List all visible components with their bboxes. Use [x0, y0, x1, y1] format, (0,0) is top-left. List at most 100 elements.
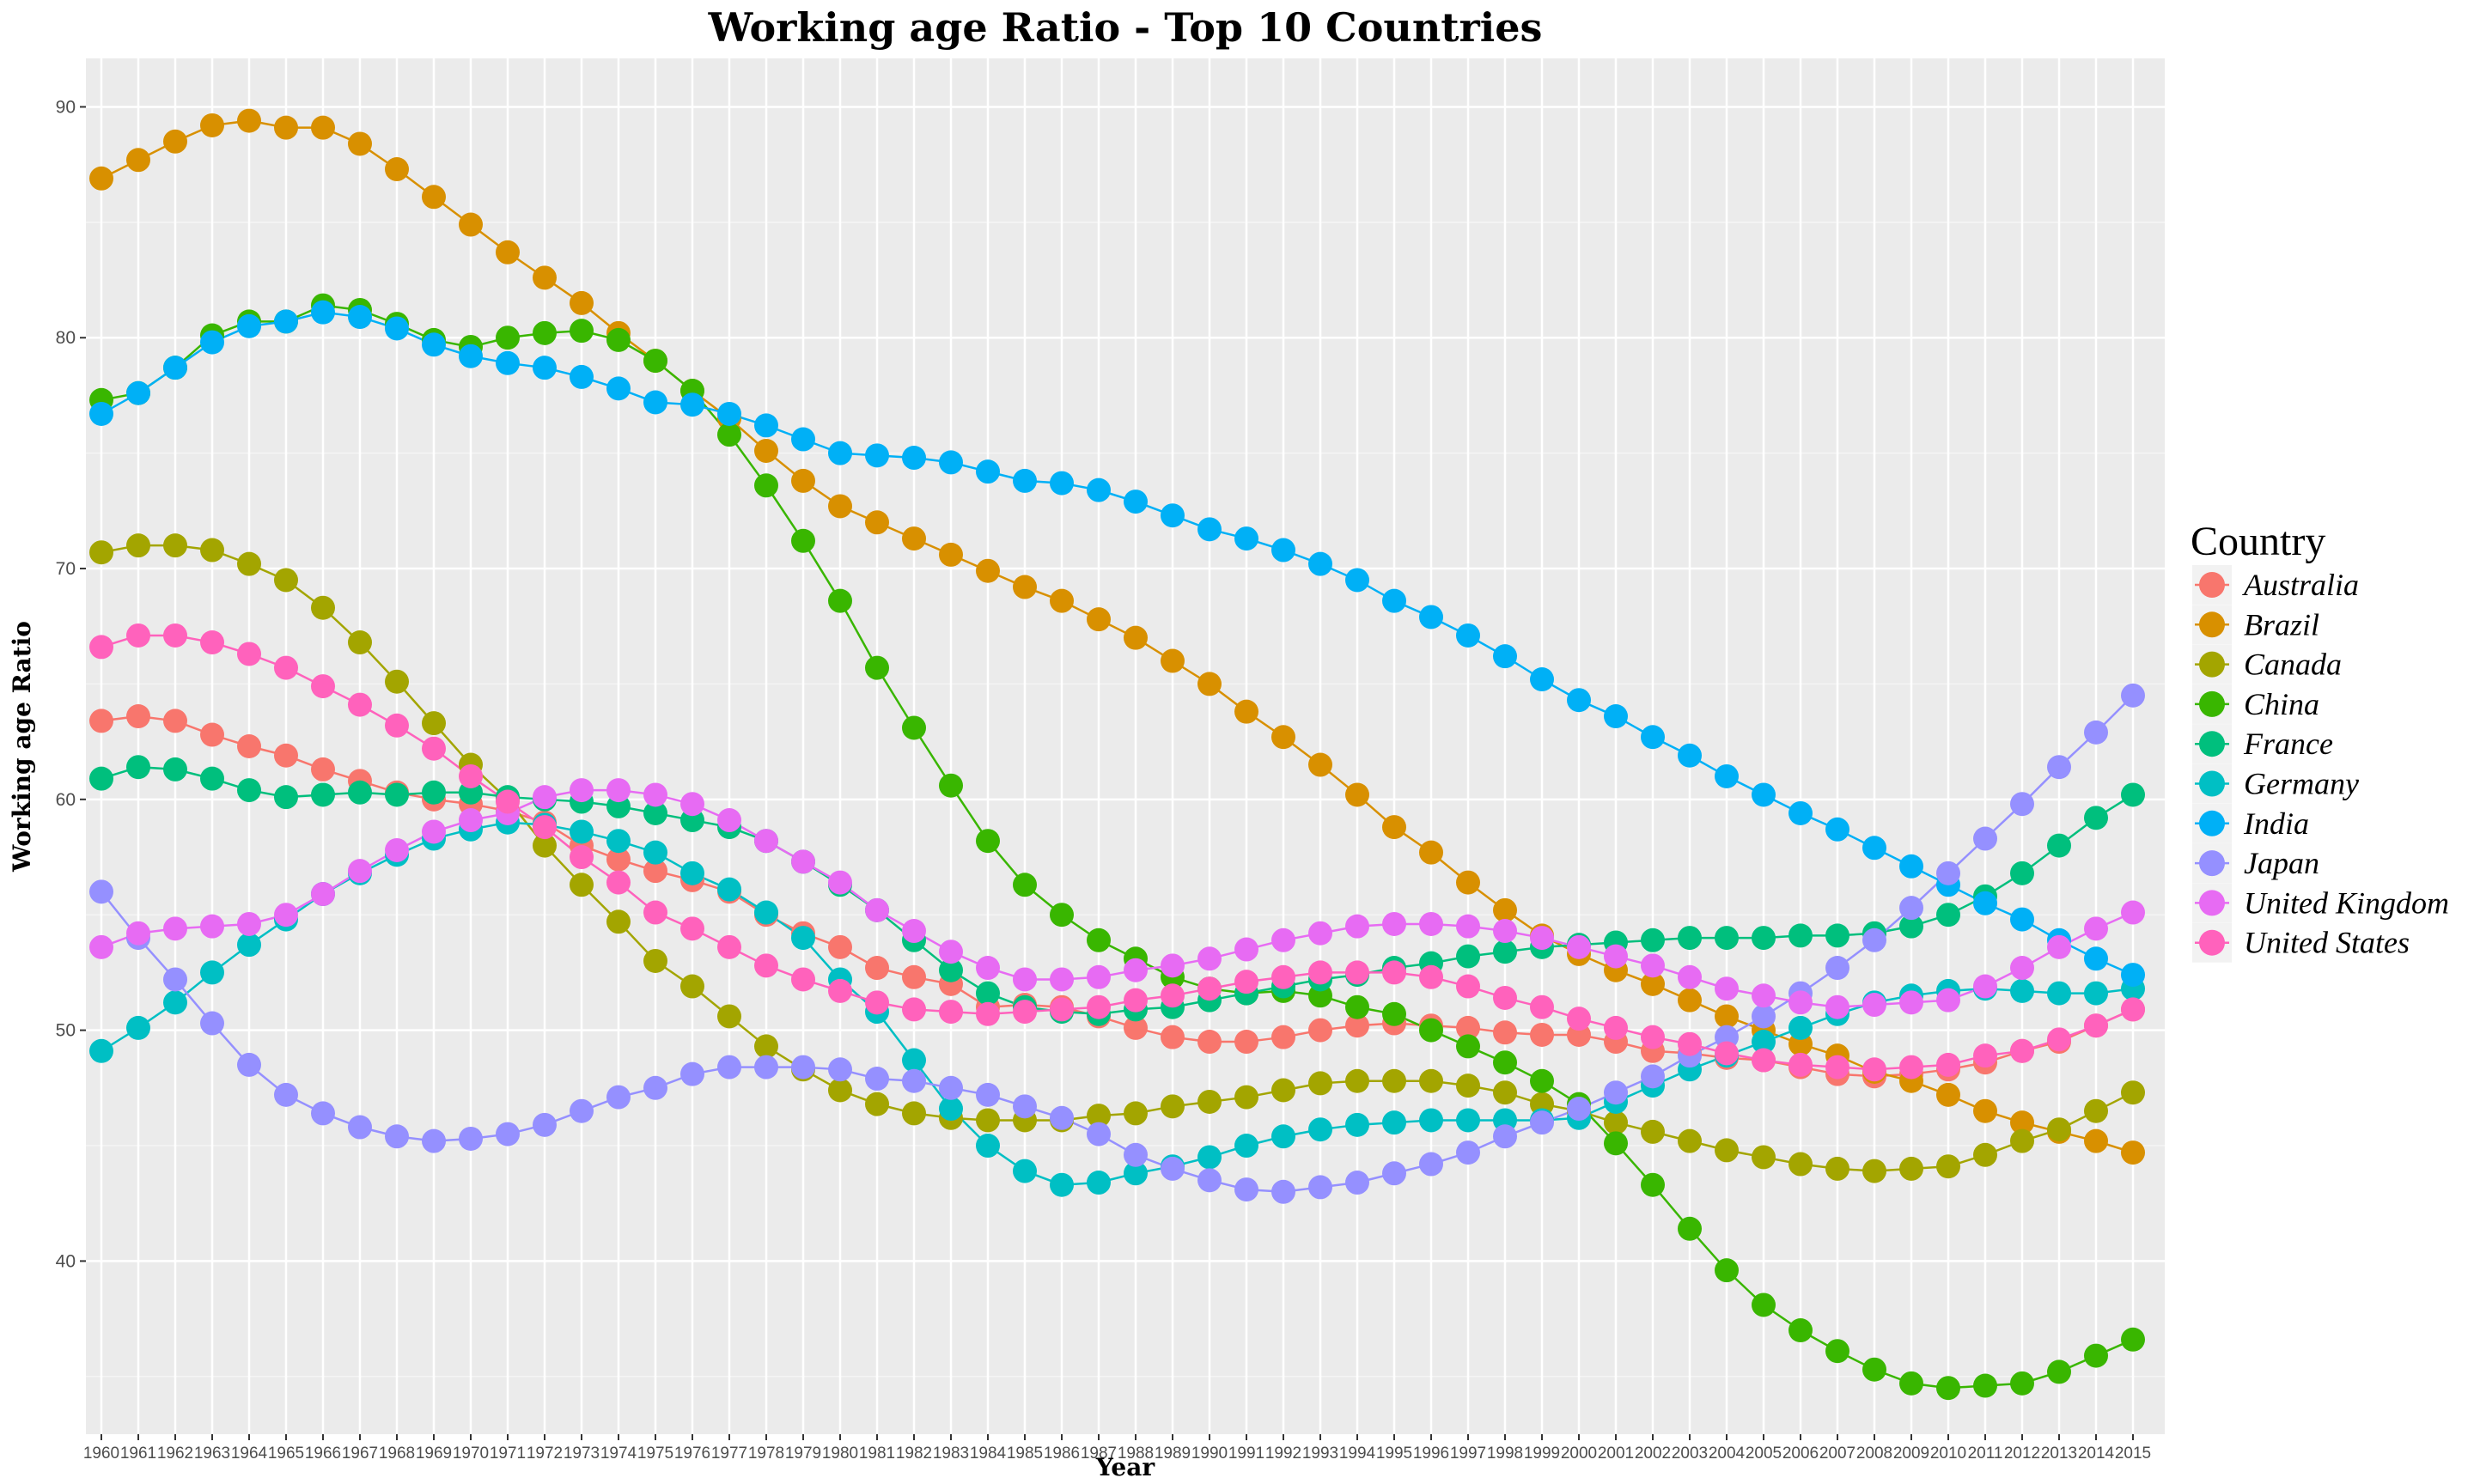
- data-point: [1604, 704, 1628, 729]
- data-point: [348, 305, 372, 330]
- data-point: [1087, 1171, 1111, 1195]
- data-point: [1124, 1101, 1148, 1126]
- data-point: [274, 785, 298, 810]
- data-point: [422, 819, 446, 844]
- data-point: [754, 953, 778, 978]
- x-axis-title: Year: [1095, 1453, 1156, 1481]
- data-point: [791, 427, 815, 452]
- data-point: [1493, 985, 1517, 1010]
- data-point: [865, 956, 889, 981]
- legend-label: India: [2243, 806, 2309, 841]
- data-point: [126, 148, 150, 173]
- data-point: [1862, 1057, 1886, 1082]
- data-point: [1936, 903, 1960, 928]
- data-point: [126, 755, 150, 780]
- chart-title: Working age Ratio - Top 10 Countries: [708, 4, 1543, 51]
- data-point: [1752, 782, 1776, 807]
- x-tick-label: 1964: [231, 1444, 268, 1463]
- data-point: [976, 558, 1000, 583]
- data-point: [902, 1048, 926, 1073]
- data-point: [1862, 836, 1886, 861]
- data-point: [2047, 1359, 2071, 1384]
- data-point: [2121, 997, 2145, 1022]
- data-point: [1419, 840, 1443, 865]
- data-point: [1161, 1025, 1185, 1049]
- data-point: [643, 859, 667, 884]
- data-point: [2010, 956, 2034, 981]
- data-point: [939, 542, 963, 567]
- legend-label: France: [2243, 727, 2333, 761]
- data-point: [2084, 946, 2108, 971]
- x-tick-label: 2004: [1709, 1444, 1746, 1463]
- data-point: [1197, 1145, 1222, 1170]
- data-point: [1382, 815, 1406, 840]
- data-point: [2084, 916, 2108, 941]
- x-tick-label: 1999: [1524, 1444, 1560, 1463]
- data-point: [237, 734, 261, 758]
- data-point: [1050, 903, 1074, 928]
- data-point: [1641, 1025, 1665, 1049]
- data-point: [533, 356, 557, 380]
- data-point: [1493, 919, 1517, 944]
- data-point: [1752, 926, 1776, 951]
- data-point: [2047, 1117, 2071, 1142]
- data-point: [717, 1055, 741, 1080]
- data-point: [385, 837, 409, 862]
- data-point: [791, 849, 815, 874]
- data-point: [1345, 782, 1369, 807]
- data-point: [1271, 928, 1295, 952]
- data-point: [902, 964, 926, 989]
- data-point: [533, 785, 557, 810]
- data-point: [1936, 1376, 1960, 1401]
- x-tick-label: 1967: [342, 1444, 378, 1463]
- legend-marker: [2199, 611, 2225, 638]
- data-point: [237, 642, 261, 666]
- x-tick-label: 1966: [305, 1444, 341, 1463]
- data-point: [496, 350, 520, 375]
- data-point: [1271, 1025, 1295, 1049]
- data-point: [606, 376, 631, 401]
- data-point: [2084, 1098, 2108, 1123]
- data-point: [939, 958, 963, 982]
- data-point: [1197, 517, 1222, 542]
- data-point: [643, 1075, 667, 1100]
- data-point: [1197, 1030, 1222, 1055]
- data-point: [1345, 1013, 1369, 1038]
- data-point: [1197, 672, 1222, 696]
- data-point: [385, 782, 409, 807]
- x-tick-label: 1994: [1339, 1444, 1376, 1463]
- data-point: [1493, 1020, 1517, 1045]
- data-point: [348, 131, 372, 156]
- data-point: [2047, 981, 2071, 1006]
- data-point: [1899, 854, 1923, 879]
- x-tick-label: 1997: [1450, 1444, 1486, 1463]
- data-point: [1678, 1216, 1702, 1241]
- data-point: [1161, 648, 1185, 673]
- y-tick-label: 60: [56, 790, 76, 810]
- data-point: [680, 974, 704, 999]
- data-point: [1308, 752, 1332, 777]
- data-point: [1493, 940, 1517, 964]
- data-point: [2010, 1110, 2034, 1135]
- data-point: [1641, 725, 1665, 750]
- data-point: [1973, 974, 1997, 999]
- data-point: [311, 882, 335, 907]
- data-point: [348, 692, 372, 717]
- data-point: [2121, 900, 2145, 925]
- data-point: [902, 1101, 926, 1126]
- data-point: [311, 595, 335, 620]
- data-point: [1345, 1112, 1369, 1137]
- data-point: [570, 319, 594, 344]
- data-point: [1382, 588, 1406, 613]
- x-tick-label: 1960: [83, 1444, 119, 1463]
- data-point: [1493, 1050, 1517, 1075]
- data-point: [1087, 1122, 1111, 1146]
- x-tick-label: 1988: [1118, 1444, 1154, 1463]
- data-point: [1530, 1068, 1554, 1093]
- y-tick-label: 70: [56, 559, 76, 579]
- data-point: [200, 113, 224, 137]
- data-point: [1530, 667, 1554, 692]
- data-point: [422, 736, 446, 761]
- data-point: [1788, 990, 1813, 1015]
- data-point: [1382, 911, 1406, 936]
